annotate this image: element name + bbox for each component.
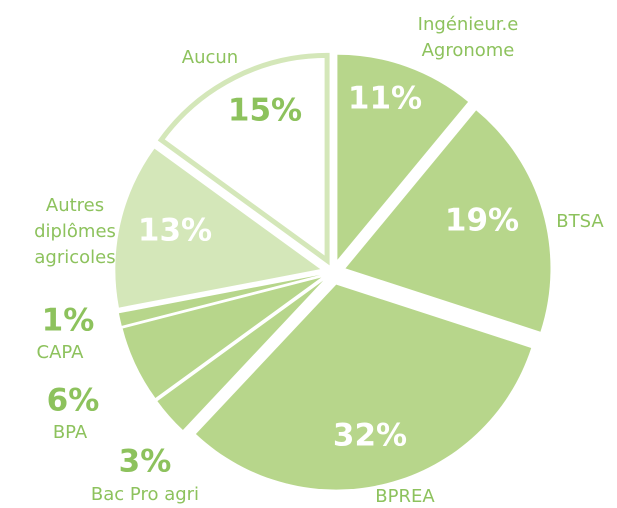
value-label: 1%: [42, 303, 95, 339]
pie-slice: [157, 52, 330, 266]
value-label: 3%: [119, 444, 172, 480]
value-label: 19%: [445, 203, 519, 239]
value-label: 11%: [348, 81, 422, 117]
value-label: 6%: [47, 383, 100, 419]
pie-slice: [345, 110, 551, 332]
category-label: BPA: [53, 422, 88, 443]
category-label: BTSA: [556, 211, 604, 232]
value-label: 15%: [228, 93, 302, 129]
category-label: BPREA: [375, 486, 435, 507]
value-label: 32%: [333, 418, 407, 454]
pie-slice: [157, 280, 324, 431]
pie-slice: [122, 277, 322, 399]
category-label: CAPA: [37, 342, 85, 363]
category-label: Ingénieur.e Agronome: [418, 14, 519, 61]
category-label: Bac Pro agri: [91, 484, 199, 505]
category-label: Aucun: [182, 47, 238, 68]
value-label: 13%: [138, 213, 212, 249]
category-label: Autres diplômes agricoles: [34, 195, 116, 268]
pie-slice: [337, 54, 469, 260]
pie-slice: [115, 148, 321, 308]
pie-slice: [195, 284, 532, 490]
pie-slice: [118, 274, 321, 326]
